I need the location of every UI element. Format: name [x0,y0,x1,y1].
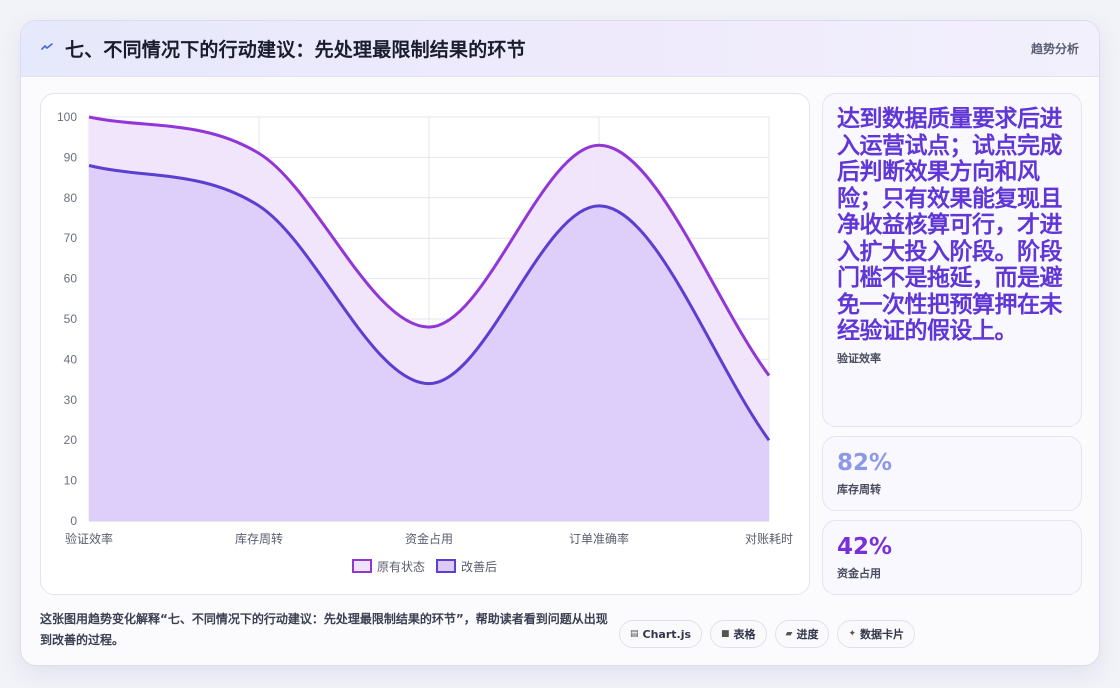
stat-card-capital: 42% 资金占用 [822,520,1082,595]
series-area-1 [89,165,769,521]
y-tick-label: 90 [64,150,78,164]
page-title: 七、不同情况下的行动建议：先处理最限制结果的环节 [65,39,526,61]
stat-card-inventory: 82% 库存周转 [822,436,1082,511]
legend-label: 原有状态 [377,560,425,574]
y-tick-label: 20 [64,433,78,447]
chart-icon: ▤ [630,629,639,639]
y-tick-label: 60 [64,272,78,286]
chip-label: Chart.js [642,627,692,641]
chip-table[interactable]: ■ 表格 [710,620,767,648]
area-chart: 0 10 20 30 40 50 60 70 80 90 100 验证效率 库存周转 资金占用 订单准确率 对… [57,110,793,574]
main-card: 七、不同情况下的行动建议：先处理最限制结果的环节 趋势分析 0 10 20 30 40 5… [20,20,1100,666]
legend-item-1[interactable]: 改善后 [436,559,497,574]
y-tick-label: 100 [57,110,77,124]
stat-value: 42% [837,534,893,560]
y-tick-label: 10 [64,474,78,488]
chip-data-card[interactable]: ✦ 数据卡片 [837,620,916,648]
insight-label: 验证效率 [837,351,881,365]
insight-text: 达到数据质量要求后进入运营试点；试点完成后判断效果方向和风险；只有效果能复现且净… [837,106,1063,344]
y-tick-label: 70 [64,231,78,245]
trend-line-icon [41,41,55,56]
table-icon: ■ [721,629,730,639]
legend-label: 改善后 [461,559,497,574]
series-line-0 [88,115,771,377]
chip-label: 表格 [733,628,756,641]
insight-card: 达到数据质量要求后进入运营试点；试点完成后判断效果方向和风险；只有效果能复现且净… [822,93,1082,427]
y-tick-label: 30 [64,393,78,407]
y-tick-label: 80 [64,191,78,205]
stat-label: 资金占用 [837,567,881,580]
tech-chips: ▤ Chart.js ■ 表格 ▰ 进度 ✦ 数据卡片 [619,620,916,648]
legend-item-0[interactable]: 原有状态 [352,559,425,574]
stat-label: 库存周转 [837,483,881,496]
chip-chartjs[interactable]: ▤ Chart.js [619,620,703,648]
x-tick-label: 订单准确率 [569,531,629,546]
x-tick-label: 验证效率 [65,531,113,546]
chart-description: 这张图用趋势变化解释“七、不同情况下的行动建议：先处理最限制结果的环节”，帮助读… [40,612,608,647]
progress-icon: ▰ [785,629,793,639]
chip-label: 数据卡片 [860,628,905,641]
x-tick-label: 对账耗时 [745,532,793,546]
y-tick-label: 40 [64,352,78,366]
header-bar: 七、不同情况下的行动建议：先处理最限制结果的环节 趋势分析 [21,21,1099,77]
stat-value: 82% [837,450,893,476]
x-tick-label: 库存周转 [235,531,283,546]
legend-swatch [352,559,372,573]
legend-swatch [436,559,456,573]
y-tick-label: 0 [70,514,77,528]
y-tick-label: 50 [64,312,78,326]
series-line-1 [88,164,771,442]
header-tag[interactable]: 趋势分析 [1030,42,1079,56]
chip-progress[interactable]: ▰ 进度 [774,620,830,648]
sparkle-icon: ✦ [848,629,857,639]
chart-panel: 0 10 20 30 40 50 60 70 80 90 100 验证效率 库存周转 资金占用 订单准确率 对… [40,93,810,595]
x-tick-label: 资金占用 [405,531,453,546]
chip-label: 进度 [796,628,819,641]
